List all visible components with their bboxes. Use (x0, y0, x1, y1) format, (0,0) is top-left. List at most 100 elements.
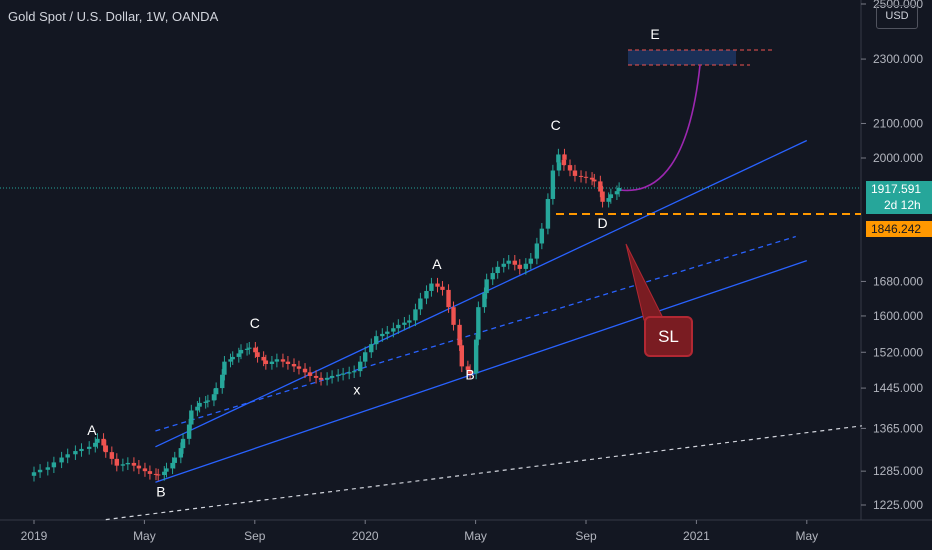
candle-body (358, 361, 363, 372)
candle-body (429, 283, 434, 291)
candle-body (512, 260, 517, 265)
candle-body (120, 464, 126, 466)
candle-body (592, 179, 597, 182)
candle-body (255, 352, 260, 357)
candle-body (335, 374, 341, 376)
candle-body (73, 451, 78, 455)
candle-body (567, 165, 573, 171)
candle-body (269, 361, 275, 365)
wave-label: A (87, 422, 97, 438)
candle-body (59, 457, 64, 463)
candle-body (103, 445, 108, 453)
candle-body (238, 349, 244, 354)
candle-body (302, 368, 308, 373)
candle-body (313, 375, 319, 378)
candle-body (446, 289, 451, 308)
wave-label: A (432, 256, 442, 272)
candle-body (172, 457, 177, 463)
candle-body (578, 175, 584, 177)
candle-body (236, 353, 241, 357)
candle-body (253, 347, 258, 353)
wave-label: D (597, 215, 607, 231)
candle-body (186, 424, 192, 439)
candle-body (545, 198, 551, 229)
candle-body (583, 176, 589, 178)
projection-curve (619, 64, 701, 192)
candle-body (261, 356, 266, 361)
candle-body (211, 394, 217, 401)
candle-body (363, 352, 368, 362)
candle-body (280, 359, 286, 362)
candle-body (413, 309, 418, 321)
candle-body (205, 400, 211, 402)
price-tick-label: 2100.000 (873, 116, 923, 130)
candle-body (556, 162, 562, 171)
wave-label: C (250, 315, 260, 331)
candle-body (189, 410, 194, 425)
candle-body (476, 307, 481, 340)
candle-body (517, 264, 522, 269)
candle-body (228, 359, 233, 362)
candle-body (162, 471, 167, 476)
time-tick-label: 2021 (683, 529, 710, 543)
price-tick-label: 1225.000 (873, 498, 923, 512)
candle-body (125, 462, 131, 465)
candle-body (440, 286, 445, 290)
candle-body (274, 359, 280, 362)
candle-body (164, 468, 169, 472)
wave-label: B (156, 483, 165, 499)
candle-body (482, 293, 487, 308)
long-trend-line (105, 425, 863, 521)
level-price-label: 1846.242 (866, 221, 932, 237)
currency-button[interactable]: USD (876, 5, 918, 29)
candle-body (45, 467, 50, 470)
candle-body (136, 465, 142, 469)
wave-label: E (650, 26, 659, 42)
candle-body (495, 266, 500, 274)
candle-body (473, 339, 479, 374)
price-tick-label: 1285.000 (873, 464, 923, 478)
candle-body (528, 258, 533, 264)
candle-body (351, 371, 357, 373)
time-tick-label: May (133, 529, 156, 543)
candle-body (131, 462, 137, 466)
stop-loss-callout[interactable]: SL (644, 316, 693, 357)
candle-body (244, 348, 250, 350)
candles-group (31, 148, 622, 482)
candle-body (346, 372, 352, 374)
candle-body (556, 154, 561, 163)
candle-body (340, 373, 346, 375)
candle-body (506, 260, 511, 264)
candle-body (156, 474, 161, 476)
candle-body (391, 328, 396, 332)
wave-label: B (465, 366, 474, 382)
candle-body (230, 356, 235, 360)
candle-body (407, 320, 412, 323)
candle-body (195, 406, 200, 411)
candle-body (598, 181, 603, 192)
candle-body (369, 344, 374, 353)
candle-body (402, 322, 407, 325)
candle-body (307, 372, 313, 376)
candle-body (600, 191, 605, 202)
candle-body (589, 177, 595, 180)
candle-body (318, 377, 324, 380)
price-tick-label: 2000.000 (873, 151, 923, 165)
candle-body (222, 361, 227, 375)
candle-body (247, 347, 252, 349)
candle-body (93, 442, 98, 447)
candle-body (263, 360, 269, 365)
candle-body (114, 458, 119, 466)
time-tick-label: May (795, 529, 818, 543)
candle-body (467, 369, 473, 374)
price-tick-label: 1520.000 (873, 345, 923, 359)
candle-body (291, 364, 297, 367)
candle-body (197, 402, 202, 407)
candle-body (572, 170, 578, 176)
candle-body (501, 263, 506, 267)
candle-body (614, 191, 620, 195)
candle-body (606, 198, 611, 202)
time-tick-label: 2020 (352, 529, 379, 543)
candle-body (616, 188, 622, 192)
